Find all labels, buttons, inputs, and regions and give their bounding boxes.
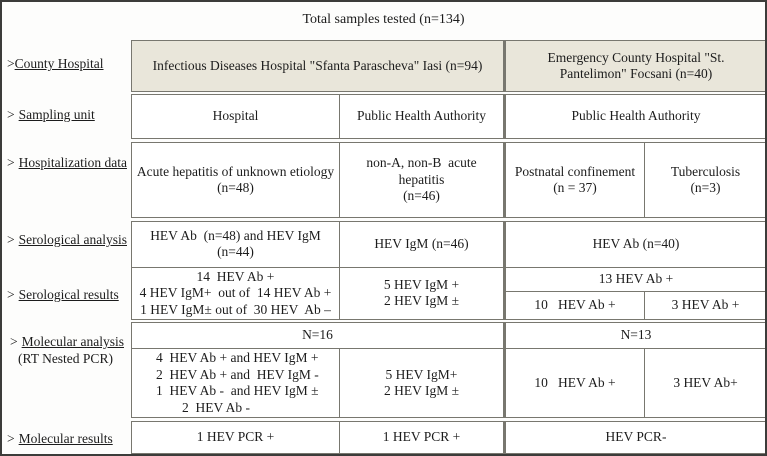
cell-hosp-postnatal: Postnatal confinement (n = 37) (506, 143, 645, 217)
hospitalization-row: Acute hepatitis of unknown etiology (n=4… (131, 142, 765, 218)
row-label-sampling-unit: > Sampling unit (7, 107, 95, 122)
label-marker: > (7, 287, 15, 302)
label-marker: > (7, 107, 15, 122)
cell-molecular-postnatal: 10 HEV Ab + (506, 349, 645, 417)
sampling-unit-row: Hospital Public Health Authority Public … (131, 94, 765, 139)
serological-results-row: 14 HEV Ab + 4 HEV IgM+ out of 14 HEV Ab … (132, 267, 765, 319)
cell-molecular-n-focsani: N=13 (620, 327, 652, 343)
cell-sero-analysis-iasi-hospital: HEV Ab (n=48) and HEV IgM (n=44) (132, 222, 340, 267)
cell-molecular-tuberculosis: 3 HEV Ab+ (673, 374, 738, 390)
cell-pcr-focsani: HEV PCR- (605, 429, 667, 445)
cell-sero-analysis-focsani: HEV Ab (n=40) (592, 236, 680, 251)
cell-pcr-iasi-hospital: 1 HEV PCR + (132, 422, 340, 453)
molecular-results-row: 1 HEV PCR + 1 HEV PCR + HEV PCR- (131, 421, 765, 454)
serology-section: HEV Ab (n=48) and HEV IgM (n=44) HEV IgM… (131, 221, 765, 320)
county-hospital-row: Infectious Diseases Hospital "Sfanta Par… (131, 40, 765, 92)
serological-analysis-row: HEV Ab (n=48) and HEV IgM (n=44) HEV IgM… (132, 222, 765, 268)
cell-sampling-iasi-pha: Public Health Authority (340, 95, 506, 138)
label-marker: > (10, 334, 18, 349)
molecular-analysis-section: N=16 N=13 4 HEV Ab + and HEV IgM + 2 HEV… (131, 322, 765, 418)
cell-sero-results-focsani-total: 13 HEV Ab + (506, 268, 765, 292)
cell-sampling-focsani-pha: Public Health Authority (571, 108, 701, 124)
row-label-molecular-results: > Molecular results (7, 431, 113, 446)
cell-sero-results-focsani: 13 HEV Ab + 10 HEV Ab + 3 HEV Ab + (506, 268, 765, 319)
cell-sero-results-postnatal: 10 HEV Ab + (506, 291, 645, 319)
cell-pcr-iasi-pha: 1 HEV PCR + (340, 422, 506, 453)
row-label-county-hospital: >County Hospital (7, 56, 104, 71)
cell-hosp-non-a-non-b: non-A, non-B acute hepatitis (n=46) (340, 143, 506, 217)
cell-hosp-tuberculosis: Tuberculosis (n=3) (670, 163, 741, 196)
cell-sampling-iasi-hospital: Hospital (132, 95, 340, 138)
cell-molecular-iasi-hospital: 4 HEV Ab + and HEV IgM + 2 HEV Ab + and … (132, 349, 340, 417)
cell-molecular-iasi-pha: 5 HEV IgM+ 2 HEV IgM ± (340, 349, 506, 417)
row-label-serological-analysis: > Serological analysis (7, 232, 127, 247)
cell-hospital-iasi: Infectious Diseases Hospital "Sfanta Par… (132, 41, 506, 91)
table-title: Total samples tested (n=134) (302, 12, 465, 27)
cell-hosp-acute-hepatitis: Acute hepatitis of unknown etiology (n=4… (132, 143, 340, 217)
row-label-hospitalization-data: > Hospitalization data (7, 155, 127, 170)
molecular-n-row: N=16 N=13 (132, 323, 765, 349)
cell-sero-results-tuberculosis: 3 HEV Ab + (671, 297, 740, 312)
label-marker: > (7, 56, 15, 71)
row-label-serological-results: > Serological results (7, 287, 119, 302)
label-marker: > (7, 155, 15, 170)
cell-molecular-n-iasi: N=16 (132, 323, 506, 348)
label-marker: > (7, 431, 15, 446)
cell-sero-results-iasi-pha: 5 HEV IgM + 2 HEV IgM ± (340, 267, 506, 319)
cell-hospital-focsani: Emergency County Hospital "St. Pantelimo… (547, 49, 725, 82)
label-marker: > (7, 232, 15, 247)
sero-results-focsani-split: 10 HEV Ab + 3 HEV Ab + (506, 291, 765, 319)
molecular-breakdown-row: 4 HEV Ab + and HEV IgM + 2 HEV Ab + and … (132, 349, 765, 417)
cell-sero-results-iasi-hospital: 14 HEV Ab + 4 HEV IgM+ out of 14 HEV Ab … (132, 267, 340, 319)
molecular-analysis-note: (RT Nested PCR) (18, 351, 113, 366)
cell-sero-analysis-iasi-pha: HEV IgM (n=46) (340, 222, 506, 267)
row-label-molecular-analysis: > Molecular analysis (RT Nested PCR) (10, 333, 132, 367)
